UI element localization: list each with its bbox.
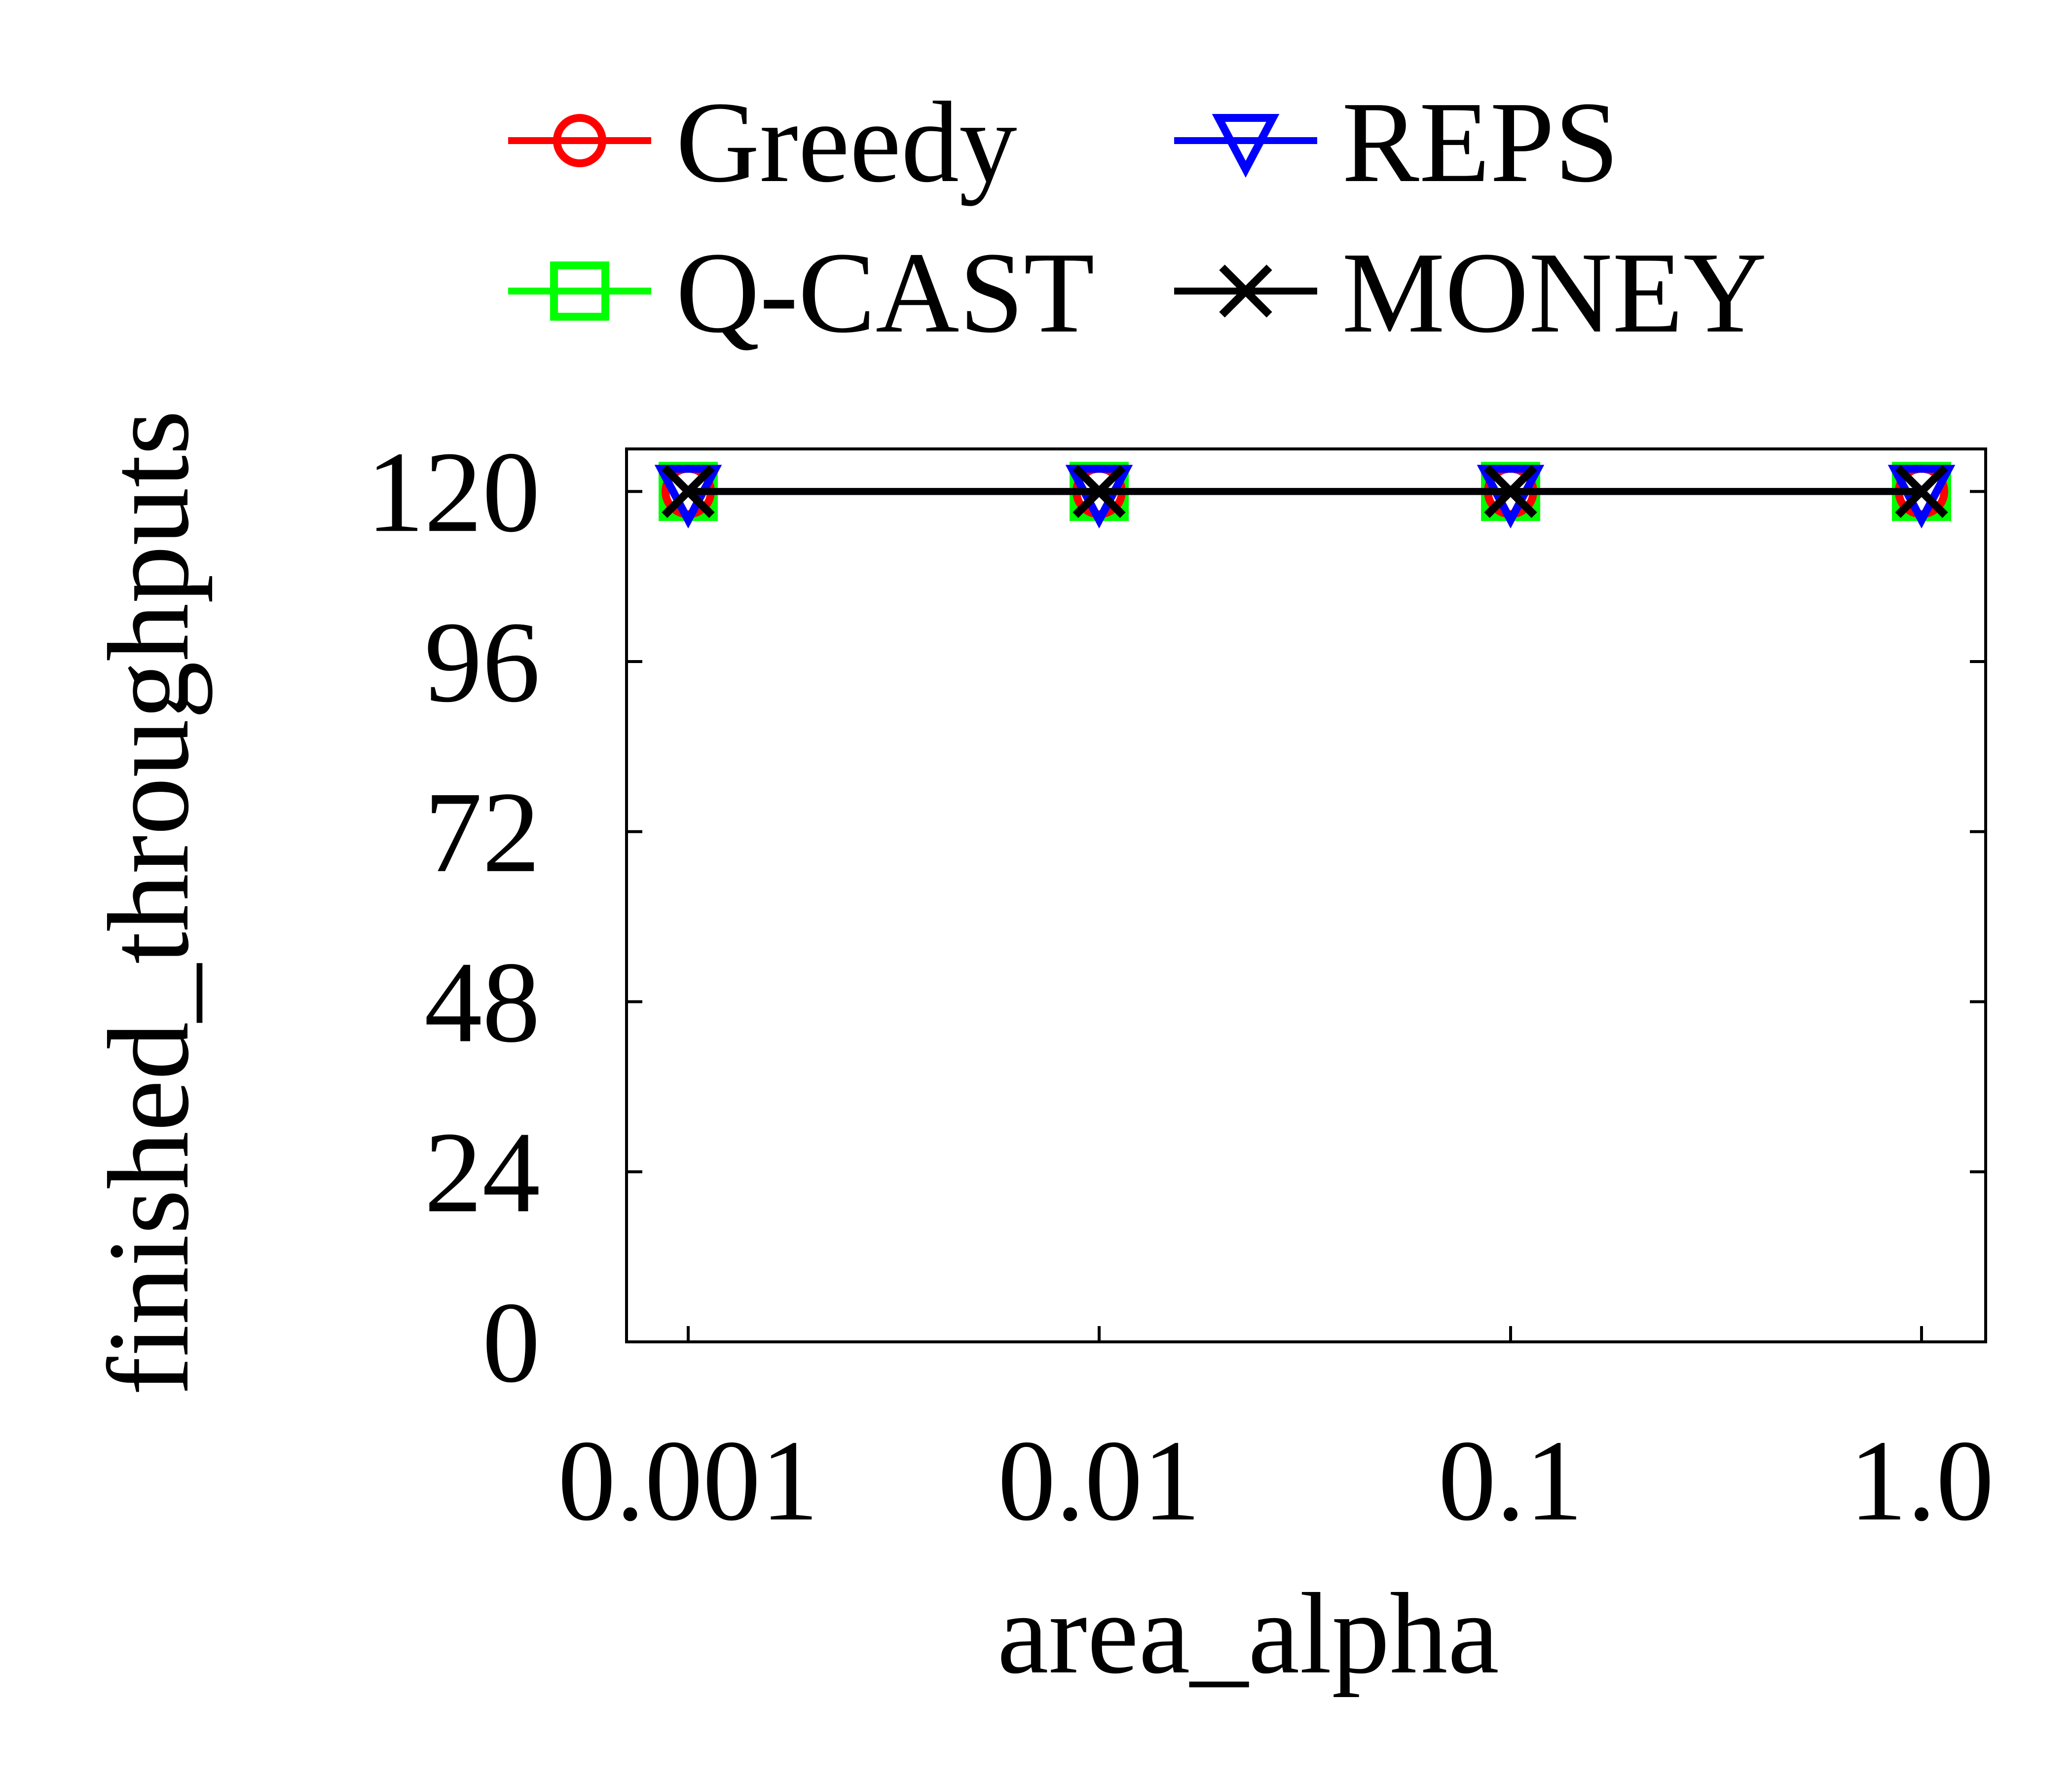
legend-item-reps: REPS bbox=[1174, 78, 1619, 206]
y-tick-label: 48 bbox=[424, 938, 540, 1066]
series-money bbox=[662, 465, 1948, 518]
legend-marker bbox=[1212, 114, 1280, 178]
legend-item-q-cast: Q-CAST bbox=[508, 228, 1095, 357]
data-point bbox=[1895, 465, 1948, 518]
legend-item-greedy: Greedy bbox=[508, 78, 1017, 206]
data-point bbox=[1484, 465, 1537, 518]
legend-label: Q-CAST bbox=[676, 228, 1095, 357]
series-group bbox=[654, 462, 1956, 529]
x-tick-label: 0.1 bbox=[1438, 1416, 1583, 1545]
y-tick-label: 120 bbox=[367, 428, 541, 556]
y-tick-label: 24 bbox=[424, 1108, 540, 1236]
x-axis-title: area_alpha bbox=[997, 1569, 1499, 1698]
y-axis: 0 24 48 72 96 120 bbox=[367, 428, 1986, 1406]
legend-marker bbox=[1219, 264, 1272, 318]
plot-frame bbox=[625, 447, 1987, 1343]
legend-item-money: MONEY bbox=[1174, 228, 1767, 357]
y-axis-title: finished_throughputs bbox=[84, 410, 213, 1395]
y-tick-label: 96 bbox=[424, 598, 540, 726]
x-tick-label: 1.0 bbox=[1849, 1416, 1994, 1545]
data-point bbox=[662, 465, 715, 518]
x-axis: 0.001 0.01 0.1 1.0 bbox=[558, 1326, 1994, 1545]
y-axis-title-group: finished_throughputs bbox=[84, 410, 213, 1395]
x-tick-label: 0.01 bbox=[998, 1416, 1200, 1545]
y-tick-label: 0 bbox=[482, 1278, 541, 1406]
legend-label: Greedy bbox=[676, 78, 1017, 206]
data-point bbox=[1073, 465, 1126, 518]
x-tick-label: 0.001 bbox=[558, 1416, 819, 1545]
legend-label: REPS bbox=[1342, 78, 1619, 206]
legend-marker bbox=[550, 261, 609, 321]
y-tick-label: 72 bbox=[424, 768, 540, 896]
legend-label: MONEY bbox=[1342, 228, 1767, 357]
legend-marker bbox=[553, 114, 606, 167]
legend: Greedy REPS Q-CAST MONEY bbox=[508, 78, 1767, 357]
